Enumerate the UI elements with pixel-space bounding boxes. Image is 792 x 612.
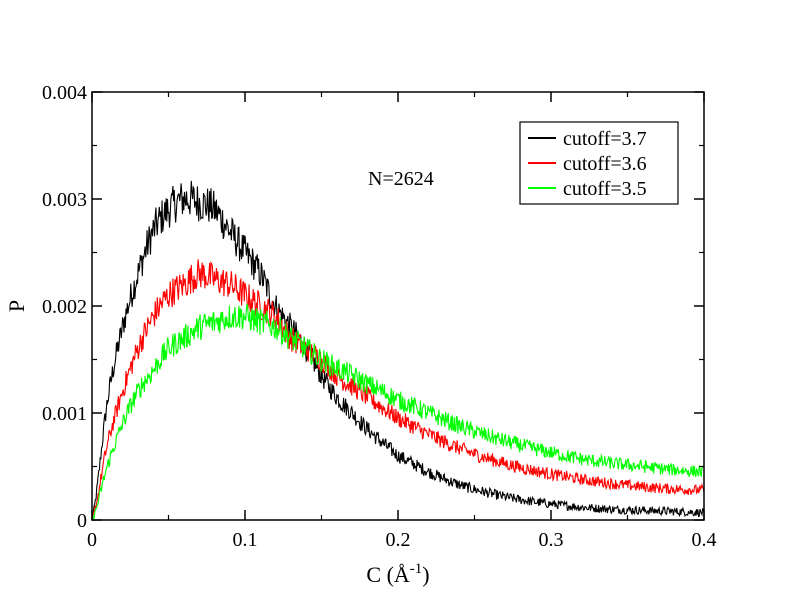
x-tick-label: 0.4 — [692, 529, 717, 551]
y-tick-label: 0.002 — [42, 296, 87, 318]
series-layer — [91, 180, 705, 522]
x-axis-label: C (Å-1) — [366, 561, 429, 587]
y-tick-label: 0 — [77, 510, 87, 532]
legend-label-1: cutoff=3.6 — [563, 153, 647, 175]
x-tick-label: 0.2 — [386, 529, 411, 551]
x-tick-label: 0.1 — [233, 529, 258, 551]
legend-label-0: cutoff=3.7 — [563, 128, 647, 150]
series-line-2 — [91, 303, 705, 522]
y-axis-label: P — [4, 300, 29, 312]
legend: cutoff=3.7 cutoff=3.6 cutoff=3.5 — [519, 121, 679, 205]
tick-layer: 0 0.1 0.2 0.3 0.4 0 0.001 0.002 0.003 0.004 — [42, 82, 717, 551]
y-tick-label: 0.001 — [42, 403, 87, 425]
series-line-0 — [91, 180, 705, 520]
series-line-1 — [91, 259, 705, 519]
x-tick-label: 0 — [87, 529, 97, 551]
x-tick-label: 0.3 — [539, 529, 564, 551]
y-tick-label: 0.003 — [42, 189, 87, 211]
y-tick-label: 0.004 — [42, 82, 87, 104]
annotation-n: N=2624 — [368, 168, 434, 190]
x-axis-label-exponent: -1 — [410, 561, 423, 577]
legend-label-2: cutoff=3.5 — [563, 178, 647, 200]
